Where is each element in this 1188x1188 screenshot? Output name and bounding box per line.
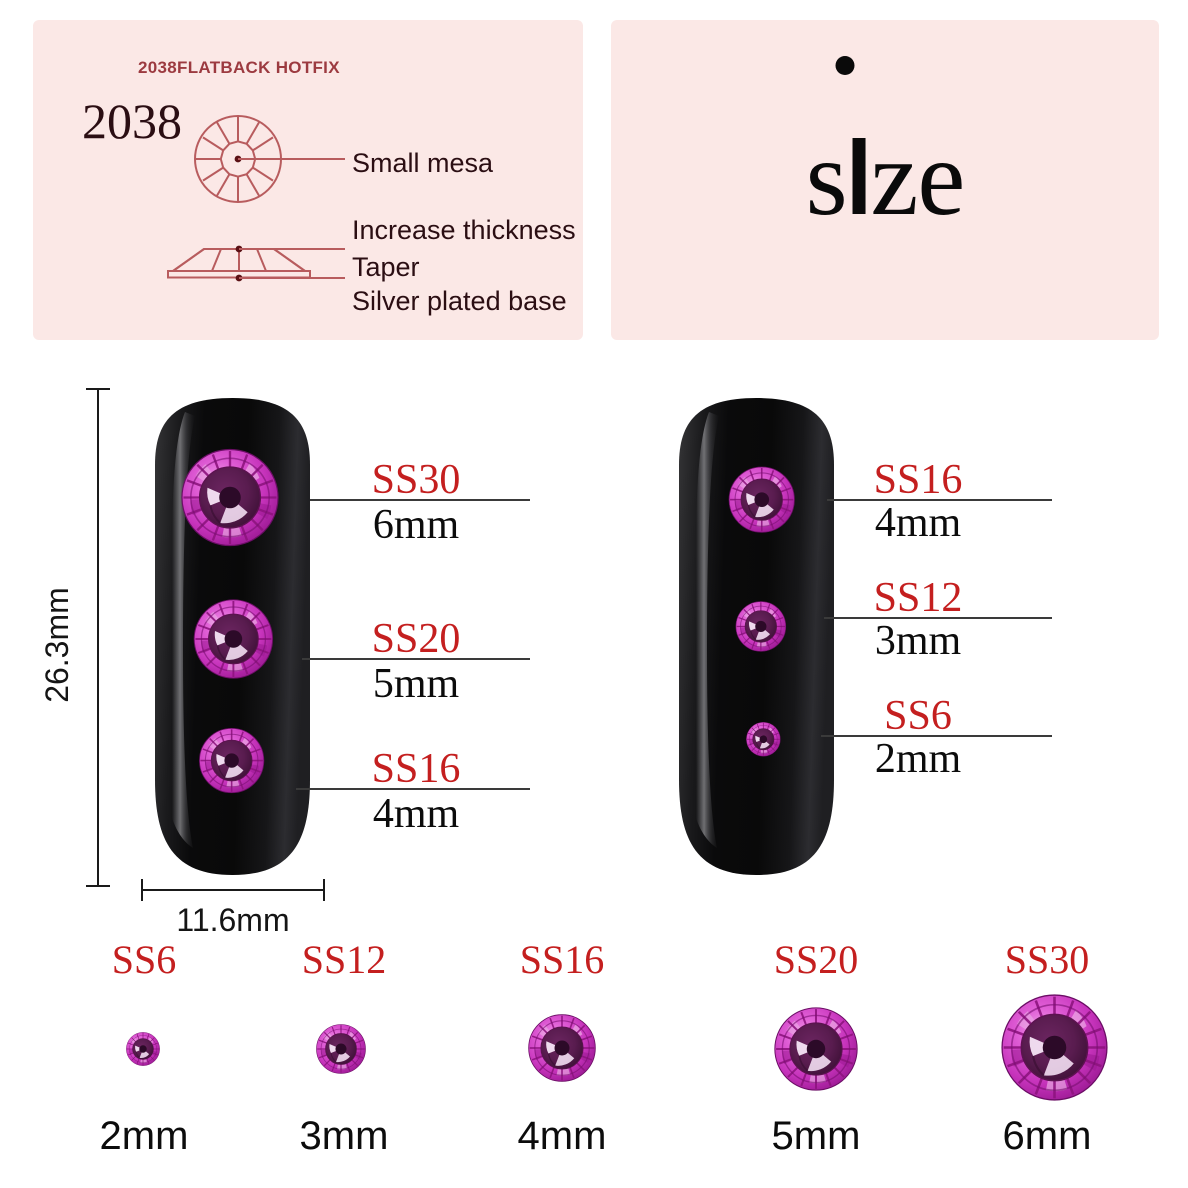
svg-text:SS12: SS12: [874, 575, 963, 621]
svg-text:2mm: 2mm: [875, 736, 962, 782]
svg-text:SS16: SS16: [520, 937, 605, 982]
svg-text:SS30: SS30: [372, 457, 461, 503]
svg-text:6mm: 6mm: [1003, 1114, 1092, 1158]
svg-text:SS16: SS16: [874, 457, 963, 503]
svg-text:3mm: 3mm: [300, 1114, 389, 1158]
svg-text:4mm: 4mm: [373, 791, 460, 837]
svg-text:SS20: SS20: [372, 616, 461, 662]
svg-text:SS30: SS30: [1005, 937, 1090, 982]
svg-text:3mm: 3mm: [875, 618, 962, 664]
svg-text:SS20: SS20: [774, 937, 859, 982]
svg-text:2mm: 2mm: [100, 1114, 189, 1158]
svg-text:SS6: SS6: [884, 693, 952, 739]
svg-text:26.3mm: 26.3mm: [39, 587, 75, 703]
svg-text:SS16: SS16: [372, 746, 461, 792]
svg-text:5mm: 5mm: [373, 661, 460, 707]
svg-text:11.6mm: 11.6mm: [176, 902, 289, 938]
svg-text:SS6: SS6: [112, 937, 177, 982]
svg-text:SS12: SS12: [302, 937, 387, 982]
svg-text:5mm: 5mm: [772, 1114, 861, 1158]
svg-text:4mm: 4mm: [518, 1114, 607, 1158]
svg-text:4mm: 4mm: [875, 500, 962, 546]
svg-text:6mm: 6mm: [373, 502, 460, 548]
